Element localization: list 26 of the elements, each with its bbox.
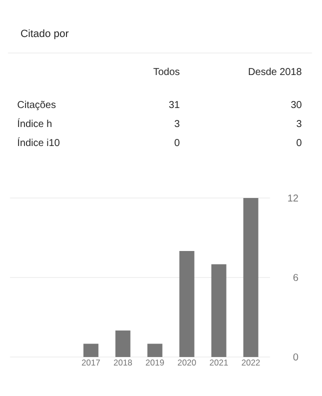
x-tick-label: 2021 — [210, 360, 228, 366]
chart-title: Citado por — [21, 29, 69, 40]
text: Citações — [18, 100, 56, 110]
text: Desde 2018 — [248, 68, 302, 76]
y-tick-label: 0 — [293, 353, 298, 361]
y-tick-label: 6 — [293, 274, 298, 282]
text: 31 — [169, 101, 180, 108]
bar — [147, 344, 162, 358]
text: 0 — [174, 139, 180, 146]
y-tick-label: 12 — [288, 194, 298, 202]
x-tick-label: 2019 — [146, 360, 164, 366]
text: Índice h — [18, 118, 52, 128]
bar — [243, 198, 258, 358]
bar — [115, 330, 130, 358]
text: 3 — [296, 120, 302, 128]
x-tick-label: 2022 — [242, 360, 260, 366]
x-tick-label: 2018 — [114, 360, 132, 366]
x-tick-label: 2020 — [178, 360, 196, 366]
bar — [211, 264, 226, 358]
bar — [179, 251, 194, 358]
x-tick-label: 2017 — [82, 360, 100, 366]
text: 30 — [291, 101, 302, 108]
text: Todos — [153, 68, 180, 76]
bar — [83, 344, 98, 358]
text: 3 — [174, 120, 180, 128]
text: Índice i10 — [18, 137, 60, 146]
